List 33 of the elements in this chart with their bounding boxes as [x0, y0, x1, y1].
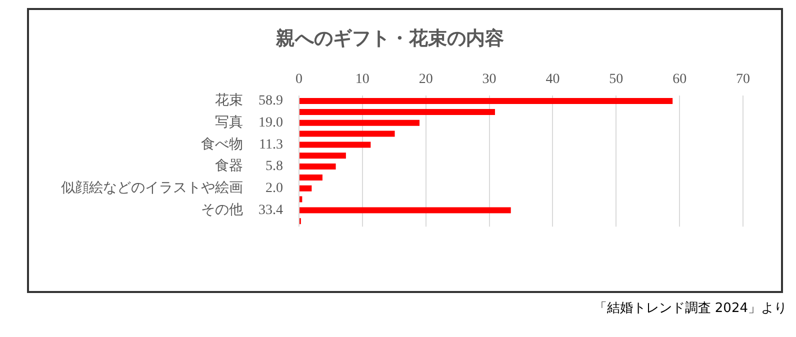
- x-tick-label: 0: [296, 72, 302, 87]
- bar: [300, 174, 322, 180]
- bar: [300, 164, 336, 170]
- y-tick-label: その他: [201, 202, 243, 218]
- y-tick-label: 写真: [215, 114, 243, 131]
- x-tick-label: 50: [609, 72, 624, 87]
- text: 「結婚トレンド調査 2024」より: [592, 300, 787, 317]
- y-tick-label: 食器: [215, 158, 243, 174]
- x-tick-label: 20: [418, 72, 433, 87]
- x-tick-label: 70: [736, 72, 750, 87]
- data-label: 33.4: [258, 202, 283, 218]
- bar: [300, 120, 420, 126]
- bar: [300, 130, 395, 137]
- y-tick-label: 似顔絵などのイラストや絵画: [61, 180, 243, 196]
- y-tick-label: 食べ物: [201, 136, 243, 152]
- y-tick-label: 花束: [215, 92, 243, 109]
- bar: [300, 207, 511, 214]
- x-tick-label: 40: [546, 72, 560, 87]
- x-tick-label: 10: [355, 72, 370, 87]
- chart-title: 親へのギフト・花束の内容: [275, 27, 504, 50]
- data-label: 58.9: [258, 94, 283, 109]
- data-label: 11.3: [259, 137, 283, 152]
- bar: [300, 185, 312, 192]
- bar: [300, 142, 371, 148]
- bar: [300, 108, 495, 115]
- bar: [300, 152, 346, 159]
- x-tick-label: 30: [482, 72, 496, 87]
- data-label: 2.0: [266, 181, 283, 196]
- data-label: 5.8: [266, 159, 283, 174]
- bar: [300, 98, 673, 104]
- data-label: 19.0: [258, 116, 283, 131]
- x-tick-label: 60: [672, 72, 687, 87]
- bar: [300, 196, 302, 202]
